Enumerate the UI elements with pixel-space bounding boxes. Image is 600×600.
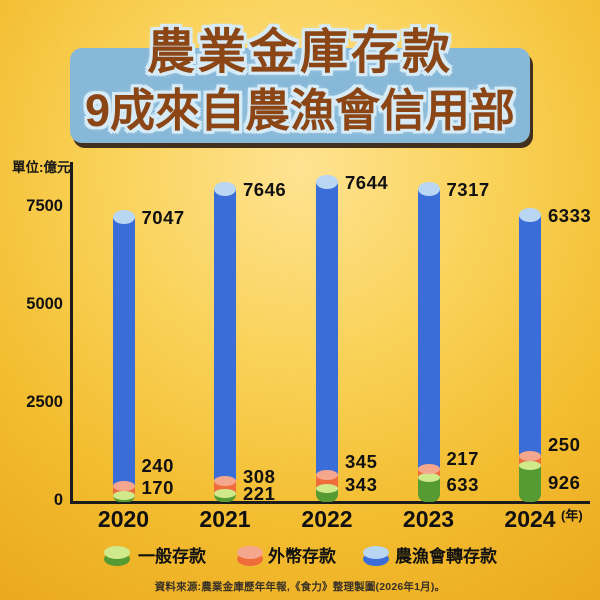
- label-2020-general: 170: [141, 477, 174, 498]
- label-2023-foreign: 217: [446, 448, 479, 469]
- label-2021-general: 221: [243, 483, 276, 504]
- label-2024-foreign: 250: [548, 434, 581, 455]
- bar-2022-cap-foreign: [316, 470, 338, 481]
- legend-label-foreign: 外幣存款: [268, 547, 336, 566]
- source-note: 資料來源:農業金庫歷年年報,《食力》整理製圖(2026年1月)。: [154, 581, 446, 593]
- label-2021-foreign: 308: [243, 466, 276, 487]
- x-axis-label-2023: 2023: [402, 506, 455, 532]
- bar-2023-segment-redeposit: [417, 188, 440, 469]
- x-axis-label-2021: 2021: [199, 506, 251, 532]
- legend-label-redeposit: 農漁會轉存款: [395, 547, 497, 566]
- bar-2024-cap-redeposit: [519, 207, 541, 222]
- y-tick-0: 0: [53, 491, 63, 509]
- bar-2021-cap-redeposit: [214, 181, 236, 196]
- legend-label-general: 一般存款: [138, 547, 206, 566]
- label-2020-redeposit: 7047: [141, 206, 185, 228]
- bar-2022-cap-redeposit: [316, 175, 338, 190]
- bar-2020-segment-redeposit: [112, 216, 135, 486]
- bar-2021-cap-foreign: [214, 476, 236, 487]
- y-tick-2500: 2500: [26, 393, 63, 411]
- bar-2024-segment-general: [519, 465, 541, 502]
- bar-2020-cap-foreign: [112, 480, 135, 491]
- bar-2022-segment-redeposit: [316, 182, 338, 476]
- bar-2023-cap-foreign: [417, 463, 440, 474]
- label-2021-redeposit: 7646: [243, 178, 287, 200]
- label-2023-general: 633: [446, 474, 479, 495]
- legend-icon-general-cap: [104, 546, 130, 559]
- bar-2020-cap-general: [112, 490, 135, 500]
- x-axis-label-2022: 2022: [301, 506, 353, 532]
- y-axis-line: [70, 162, 73, 504]
- x-axis-label-2020: 2020: [97, 506, 150, 532]
- label-2020-foreign: 240: [141, 455, 174, 476]
- label-2024-redeposit: 6333: [548, 204, 592, 226]
- title-panel: [70, 48, 530, 143]
- x-axis-label-2024: 2024: [504, 506, 556, 532]
- label-2023-redeposit: 7317: [446, 178, 490, 200]
- label-2022-foreign: 345: [345, 451, 378, 472]
- y-tick-5000: 5000: [26, 295, 63, 313]
- x-axis-line: [70, 501, 590, 504]
- y-tick-7500: 7500: [26, 197, 63, 215]
- x-axis-year-suffix: (年): [561, 508, 583, 523]
- legend-icon-foreign: [237, 546, 263, 566]
- label-2022-redeposit: 7644: [345, 172, 389, 194]
- bar-2021-segment-redeposit: [214, 188, 236, 482]
- bar-2022-cap-general: [316, 484, 338, 494]
- legend-icon-redeposit-cap: [363, 546, 389, 559]
- bar-2023-segment-general: [417, 477, 440, 502]
- page-title-line2: 9成來自農漁會信用部: [84, 85, 516, 136]
- label-2022-general: 343: [345, 474, 378, 495]
- legend-icon-redeposit: [363, 546, 389, 566]
- legend-icon-foreign-cap: [237, 546, 263, 559]
- bar-2023-cap-general: [417, 472, 440, 482]
- legend-icon-general: [104, 546, 130, 566]
- bar-2024-segment-redeposit: [519, 214, 541, 456]
- bar-2021-cap-general: [214, 488, 236, 498]
- y-axis-unit-label: 單位:億元: [12, 160, 71, 175]
- bar-2023-cap-redeposit: [417, 181, 440, 196]
- label-2024-general: 926: [548, 472, 581, 493]
- bar-2020-cap-redeposit: [112, 209, 135, 224]
- bar-2024-cap-general: [519, 461, 541, 471]
- page-title-line1: 農業金庫存款: [146, 26, 453, 79]
- bar-2024-cap-foreign: [519, 450, 541, 461]
